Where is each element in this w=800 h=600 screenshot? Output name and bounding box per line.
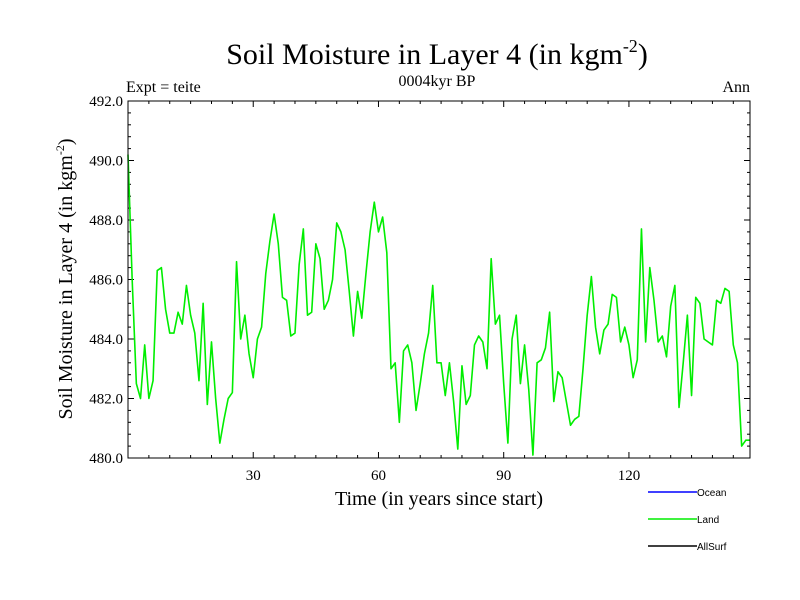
title-text: Soil Moisture in Layer 4 (in kgm — [226, 38, 623, 71]
y-tick-label: 490.0 — [89, 154, 123, 170]
series-layer — [127, 154, 750, 456]
y-tick-label: 480.0 — [89, 451, 123, 467]
axis-ticks: 480.0 482.0 484.0 486.0 488.0 490.0 492.0 30 60 9… — [89, 94, 750, 484]
ylabel-end: ) — [55, 138, 77, 145]
y-tick-label: 488.0 — [89, 213, 123, 229]
y-tick-label: 484.0 — [89, 332, 123, 348]
legend-label-land: Land — [697, 515, 719, 526]
experiment-label: Expt = teite — [126, 79, 201, 96]
svg-text:Soil Moisture in Layer 4 (in k: Soil Moisture in Layer 4 (in kgm-2) — [226, 36, 648, 71]
ylabel-text: Soil Moisture in Layer 4 (in kgm — [55, 155, 77, 420]
x-tick-label: 120 — [618, 468, 641, 484]
title-superscript: -2 — [623, 36, 638, 56]
legend: Ocean Land AllSurf — [648, 488, 727, 553]
chart-title: Soil Moisture in Layer 4 (in kgm-2) — [226, 36, 648, 71]
legend-label-ocean: Ocean — [697, 488, 726, 499]
y-tick-label: 482.0 — [89, 392, 123, 408]
legend-label-allsurf: AllSurf — [697, 542, 727, 553]
x-tick-label: 90 — [496, 468, 511, 484]
svg-text:Soil Moisture in Layer 4 (in k: Soil Moisture in Layer 4 (in kgm-2) — [53, 138, 77, 419]
season-label: Ann — [722, 79, 750, 96]
x-axis-label: Time (in years since start) — [335, 488, 543, 510]
title-end: ) — [638, 38, 648, 71]
period-label: 0004kyr BP — [399, 73, 476, 90]
ylabel-superscript: -2 — [53, 145, 67, 155]
y-axis-label: Soil Moisture in Layer 4 (in kgm-2) — [53, 138, 77, 419]
y-tick-label: 486.0 — [89, 273, 123, 289]
y-tick-label: 492.0 — [89, 94, 123, 110]
plot-frame — [127, 100, 751, 459]
series-line-land — [127, 154, 750, 456]
x-tick-label: 30 — [246, 468, 261, 484]
x-tick-label: 60 — [371, 468, 386, 484]
